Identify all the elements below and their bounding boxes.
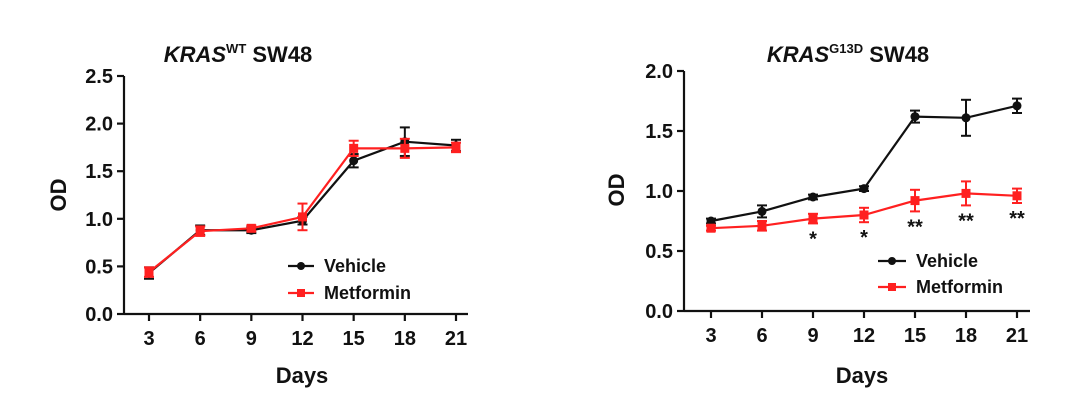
legend-item-metformin: Metformin [288,283,411,303]
legend-label-vehicle: Vehicle [916,251,978,271]
data-point-metformin [757,221,767,231]
y-tick-label: 0.5 [85,256,113,278]
data-point-metformin [859,210,869,220]
title-cell-line: SW48 [246,42,312,67]
axes [122,76,468,316]
chart-title: KRASG13D SW48 [767,41,929,67]
x-tick-label: 12 [291,328,313,350]
legend-item-vehicle: Vehicle [288,256,386,276]
x-tick-label: 9 [807,325,818,347]
data-point-metformin [246,223,256,233]
y-axis-label: OD [46,179,71,212]
data-point-vehicle [961,113,971,123]
axes [682,71,1030,313]
chart-title: KRASWT SW48 [164,41,313,67]
y-tick-label: 1.5 [645,121,673,143]
data-point-vehicle [1012,101,1022,111]
data-point-metformin [144,267,154,277]
series-metformin [144,137,461,278]
data-point-vehicle [859,184,869,194]
data-point-vehicle [349,156,359,166]
x-tick-label: 3 [705,325,716,347]
chart-panel-kras-g13d: KRASG13D SW48 OD Days 0.0 0.5 1.0 1.5 2.0 3 6… [604,41,1030,388]
x-axis-label: Days [276,363,329,388]
y-tick-label: 0.0 [85,304,113,326]
data-point-metformin [451,142,461,152]
data-point-metformin [195,226,205,236]
data-point-metformin [910,196,920,206]
significance-marker: * [860,227,868,249]
y-ticks: 0.0 0.5 1.0 1.5 2.0 [645,61,684,323]
x-tick-label: 18 [955,325,977,347]
data-point-metformin [808,214,818,224]
y-tick-label: 2.0 [85,114,113,136]
y-ticks: 0.0 0.5 1.0 1.5 2.0 2.5 [85,66,124,326]
significance-marker: * [809,228,817,250]
x-ticks: 3 6 9 12 15 18 21 [705,311,1028,347]
data-point-metformin [706,223,716,233]
annotation-layer: * * ** ** ** [809,208,1025,250]
title-cell-line: SW48 [863,42,929,67]
title-gene: KRAS [164,42,227,67]
title-genotype: WT [226,41,246,56]
y-axis-label: OD [604,174,629,207]
x-tick-label: 18 [394,328,416,350]
x-tick-label: 21 [445,328,467,350]
x-tick-label: 15 [343,328,365,350]
data-point-metformin [298,212,307,222]
legend-marker-metformin [888,283,896,291]
data-point-metformin [1012,191,1022,201]
x-tick-label: 3 [143,328,154,350]
y-tick-label: 1.5 [85,161,113,183]
series-metformin [706,180,1022,233]
x-tick-label: 15 [904,325,926,347]
legend-item-metformin: Metformin [878,277,1003,297]
significance-marker: ** [907,216,923,238]
title-genotype: G13D [829,41,863,56]
data-point-vehicle [910,112,920,122]
legend-label-metformin: Metformin [916,277,1003,297]
legend: Vehicle Metformin [878,251,1003,297]
legend-marker-metformin [297,289,305,297]
series-line-vehicle [710,104,1018,223]
x-axis-label: Days [836,363,889,388]
legend-item-vehicle: Vehicle [878,251,978,271]
legend-label-vehicle: Vehicle [324,256,386,276]
data-point-metformin [349,143,359,153]
series-layer [706,97,1022,233]
legend-marker-vehicle [888,257,896,265]
significance-marker: ** [958,210,974,232]
title-gene: KRAS [767,42,830,67]
y-tick-label: 0.5 [645,241,673,263]
data-point-vehicle [808,192,818,202]
legend: Vehicle Metformin [288,256,411,303]
x-tick-label: 6 [756,325,767,347]
chart-panel-kras-wt: KRASWT SW48 OD Days 0.0 0.5 1.0 1.5 2.0 2.5 3… [46,41,468,388]
significance-marker: ** [1009,208,1025,230]
data-point-metformin [961,188,971,198]
legend-label-metformin: Metformin [324,283,411,303]
data-point-vehicle [757,206,767,216]
series-layer [144,126,461,280]
x-ticks: 3 6 9 12 15 18 21 [143,314,467,350]
y-tick-label: 1.0 [85,209,113,231]
data-point-vehicle [706,216,716,226]
legend-marker-vehicle [297,262,305,270]
x-tick-label: 12 [853,325,875,347]
x-tick-label: 21 [1006,325,1028,347]
series-vehicle [706,97,1022,226]
y-tick-label: 2.5 [85,66,113,88]
y-tick-label: 2.0 [645,61,673,83]
data-point-metformin [400,143,410,153]
y-tick-label: 1.0 [645,181,673,203]
y-tick-label: 0.0 [645,301,673,323]
x-tick-label: 9 [246,328,257,350]
x-tick-label: 6 [195,328,206,350]
